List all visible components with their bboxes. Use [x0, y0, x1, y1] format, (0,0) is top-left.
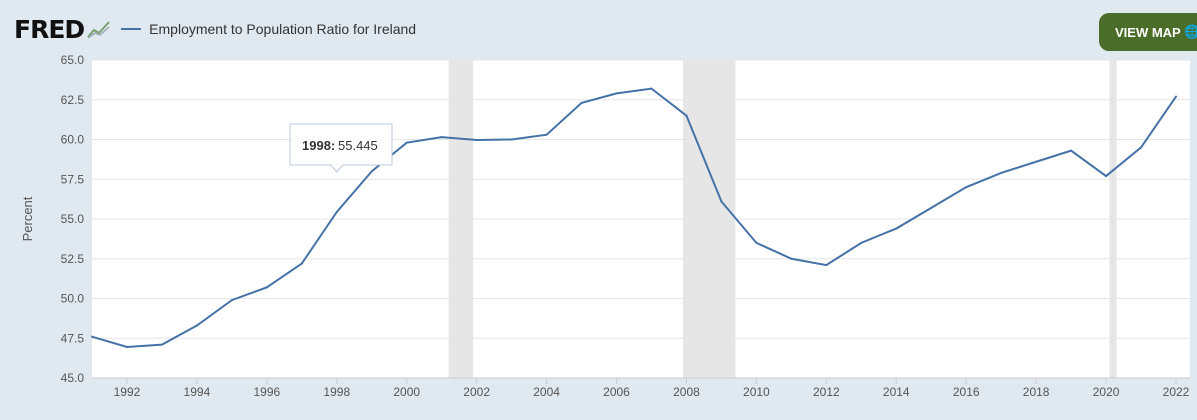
data-point — [370, 170, 373, 173]
data-point — [300, 262, 303, 265]
x-tick-label: 1996 — [253, 385, 280, 399]
data-point — [860, 241, 863, 244]
data-point — [825, 264, 828, 267]
data-point — [1140, 146, 1143, 149]
data-point — [195, 324, 198, 327]
data-point — [510, 138, 513, 141]
x-tick-label: 2014 — [883, 385, 910, 399]
tooltip-value: 55.445 — [338, 138, 378, 153]
x-tick-label: 1998 — [323, 385, 350, 399]
data-point — [965, 186, 968, 189]
y-tick-label: 45.0 — [61, 371, 85, 385]
y-tick-label: 57.5 — [61, 172, 85, 186]
legend-swatch — [121, 28, 142, 30]
data-point — [895, 227, 898, 230]
data-point — [545, 133, 548, 136]
data-point — [790, 257, 793, 260]
data-point — [230, 299, 233, 302]
globe-icon: 🌐 — [1184, 24, 1197, 39]
y-axis-label: Percent — [20, 196, 35, 241]
x-tick-label: 2008 — [673, 385, 700, 399]
data-point — [755, 241, 758, 244]
x-tick-label: 2010 — [743, 385, 770, 399]
data-point — [615, 92, 618, 95]
fred-logo: FRED — [14, 14, 85, 44]
data-point — [265, 286, 268, 289]
y-tick-label: 50.0 — [61, 292, 85, 306]
view-map-button[interactable]: VIEW MAP 🌐 — [1099, 13, 1197, 51]
data-point — [1105, 175, 1108, 178]
series-line — [91, 87, 1177, 349]
data-point — [125, 345, 128, 348]
chart-header: FRED Employment to Population Ratio for … — [14, 14, 416, 44]
x-tick-label: 2004 — [533, 385, 560, 399]
data-point — [91, 335, 93, 338]
data-point — [1070, 149, 1073, 152]
y-tick-label: 55.0 — [61, 212, 85, 226]
x-tick-label: 2016 — [953, 385, 980, 399]
data-point — [405, 141, 408, 144]
data-point — [1175, 95, 1178, 98]
data-point — [160, 343, 163, 346]
x-tick-label: 1994 — [184, 385, 211, 399]
data-point — [1035, 160, 1038, 163]
legend-label[interactable]: Employment to Population Ratio for Irela… — [149, 21, 417, 37]
data-point — [1000, 171, 1003, 174]
data-point — [720, 200, 723, 203]
data-point — [650, 87, 653, 90]
view-map-label: VIEW MAP — [1115, 24, 1181, 40]
tooltip-year: 1998: — [302, 138, 335, 153]
x-tick-label: 2020 — [1093, 385, 1120, 399]
y-tick-label: 52.5 — [61, 252, 85, 266]
x-tick-label: 1992 — [114, 385, 141, 399]
data-point — [580, 101, 583, 104]
data-point — [440, 136, 443, 139]
x-tick-label: 2002 — [463, 385, 490, 399]
x-tick-label: 2006 — [603, 385, 630, 399]
y-tick-label: 65.0 — [61, 53, 85, 67]
x-tick-label: 2018 — [1023, 385, 1050, 399]
y-tick-label: 60.0 — [61, 133, 85, 147]
data-point — [335, 210, 338, 213]
y-tick-label: 62.5 — [61, 93, 85, 107]
x-tick-label: 2000 — [393, 385, 420, 399]
x-tick-label: 2012 — [813, 385, 840, 399]
data-point — [685, 114, 688, 117]
y-tick-label: 47.5 — [61, 331, 85, 345]
tooltip-box — [289, 123, 393, 173]
data-point — [475, 138, 478, 141]
chart-line-icon — [87, 21, 110, 39]
x-tick-label: 2022 — [1163, 385, 1190, 399]
data-point — [930, 206, 933, 209]
